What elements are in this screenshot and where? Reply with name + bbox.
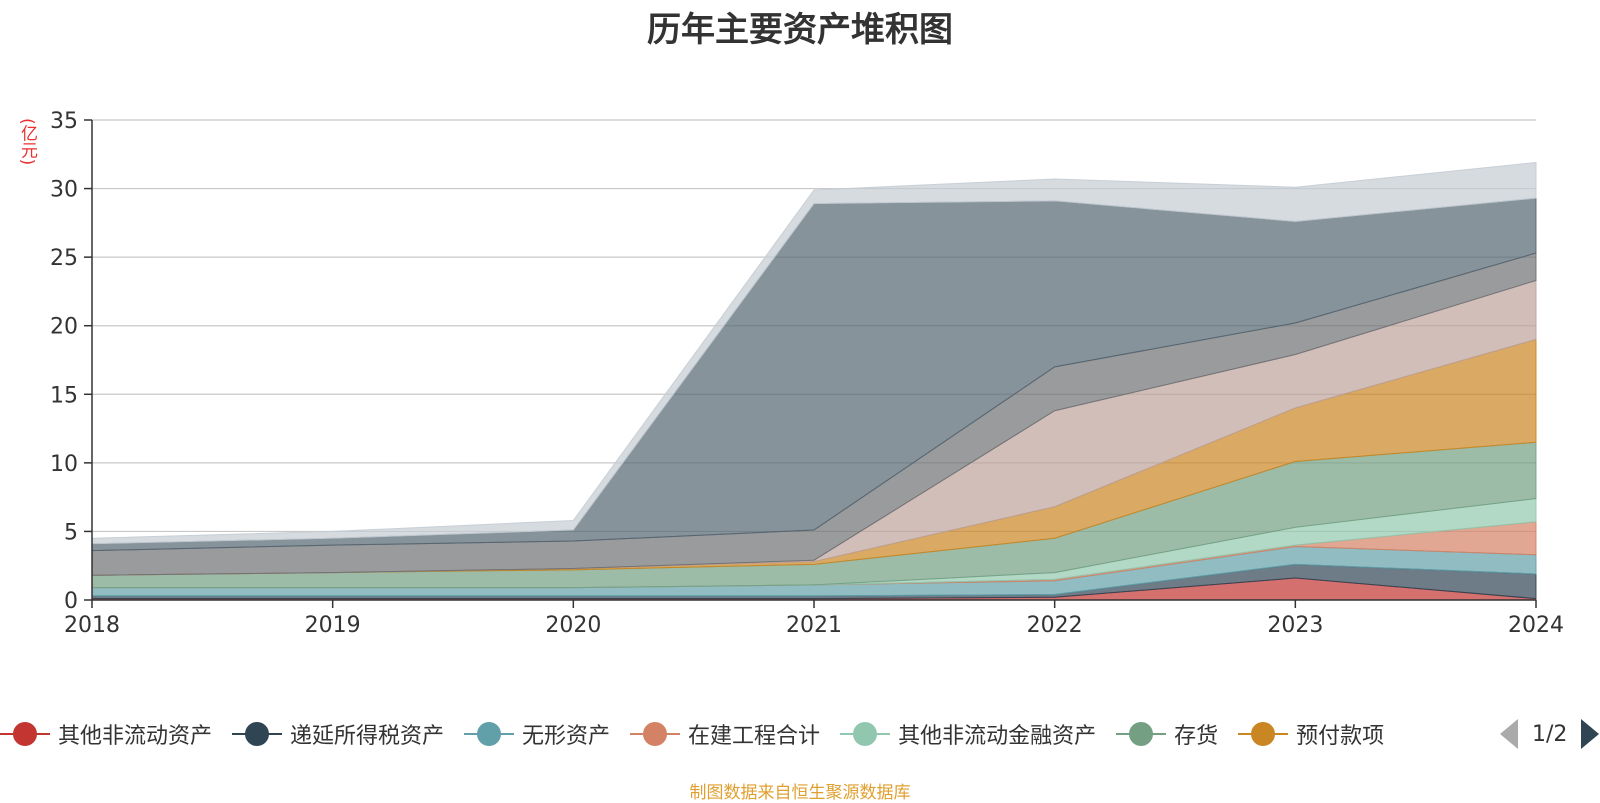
legend-label: 递延所得税资产 bbox=[290, 724, 445, 749]
legend-item[interactable]: 存货 bbox=[1116, 718, 1218, 750]
legend-marker-icon bbox=[232, 720, 283, 748]
x-tick-label: 2020 bbox=[545, 613, 601, 638]
legend-item[interactable]: 递延所得税资产 bbox=[232, 718, 444, 750]
axes: 0 5 10 15 20 25 30 35 2018 2019 2020 2021 2022 2023 20… bbox=[50, 109, 1564, 638]
x-tick-label: 2018 bbox=[64, 613, 120, 638]
legend-marker-icon bbox=[1238, 720, 1289, 748]
legend-next-page-icon[interactable] bbox=[1581, 719, 1600, 749]
stacked-area-chart: 0 5 10 15 20 25 30 35 2018 2019 2020 2021 2022 2023 20… bbox=[50, 109, 1564, 638]
legend-marker-icon bbox=[464, 720, 515, 748]
legend-label: 在建工程合计 bbox=[688, 724, 821, 749]
legend-item[interactable]: 预付款项 bbox=[1238, 718, 1384, 750]
legend-label: 其他非流动金融资产 bbox=[898, 724, 1097, 749]
legend-page-indicator: 1/2 bbox=[1532, 721, 1568, 747]
legend-item[interactable]: 其他非流动资产 bbox=[0, 718, 212, 750]
y-tick-label: 35 bbox=[50, 109, 78, 134]
legend: 其他非流动资产 递延所得税资产 无形资产 在建工程合计 其他非流动金融资产 存货 预付款项 bbox=[0, 716, 1600, 752]
area-series-layer bbox=[91, 161, 1537, 601]
legend-item[interactable]: 其他非流动金融资产 bbox=[840, 718, 1096, 750]
legend-prev-page-icon[interactable] bbox=[1500, 719, 1518, 749]
data-source-note: 制图数据来自恒生聚源数据库 bbox=[689, 783, 911, 803]
legend-marker-icon bbox=[630, 720, 681, 748]
legend-label: 无形资产 bbox=[522, 724, 611, 749]
y-tick-label: 25 bbox=[50, 246, 78, 271]
legend-item[interactable]: 在建工程合计 bbox=[630, 718, 820, 750]
legend-item[interactable]: 无形资产 bbox=[464, 718, 610, 750]
x-tick-label: 2024 bbox=[1508, 613, 1564, 638]
legend-marker-icon bbox=[840, 720, 891, 748]
x-tick-label: 2019 bbox=[305, 613, 361, 638]
legend-label: 存货 bbox=[1174, 724, 1219, 749]
x-tick-label: 2023 bbox=[1267, 613, 1323, 638]
x-tick-label: 2022 bbox=[1027, 613, 1083, 638]
y-tick-label: 10 bbox=[50, 452, 78, 477]
y-tick-label: 30 bbox=[50, 178, 78, 203]
y-tick-label: 5 bbox=[64, 520, 78, 545]
y-tick-label: 15 bbox=[50, 383, 78, 408]
legend-label: 预付款项 bbox=[1296, 724, 1385, 749]
legend-label: 其他非流动资产 bbox=[58, 724, 213, 749]
legend-marker-icon bbox=[0, 720, 50, 748]
legend-marker-icon bbox=[1116, 720, 1167, 748]
y-tick-label: 0 bbox=[64, 589, 78, 614]
chart-title: 历年主要资产堆积图 bbox=[647, 10, 953, 50]
x-tick-label: 2021 bbox=[786, 613, 842, 638]
y-tick-label: 20 bbox=[50, 315, 78, 340]
y-axis-unit-label: (亿元) bbox=[17, 118, 37, 166]
area-series-10 bbox=[91, 161, 1537, 545]
legend-pager: 1/2 bbox=[1500, 716, 1600, 752]
